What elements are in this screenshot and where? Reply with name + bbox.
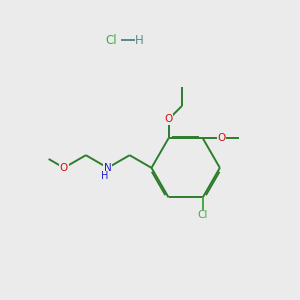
Text: H: H (101, 171, 108, 181)
Text: O: O (164, 114, 173, 124)
Text: H: H (135, 34, 144, 46)
Text: O: O (60, 163, 68, 173)
Text: Cl: Cl (105, 34, 117, 46)
Text: O: O (218, 133, 226, 143)
Text: N: N (104, 163, 112, 173)
Text: Cl: Cl (198, 210, 208, 220)
